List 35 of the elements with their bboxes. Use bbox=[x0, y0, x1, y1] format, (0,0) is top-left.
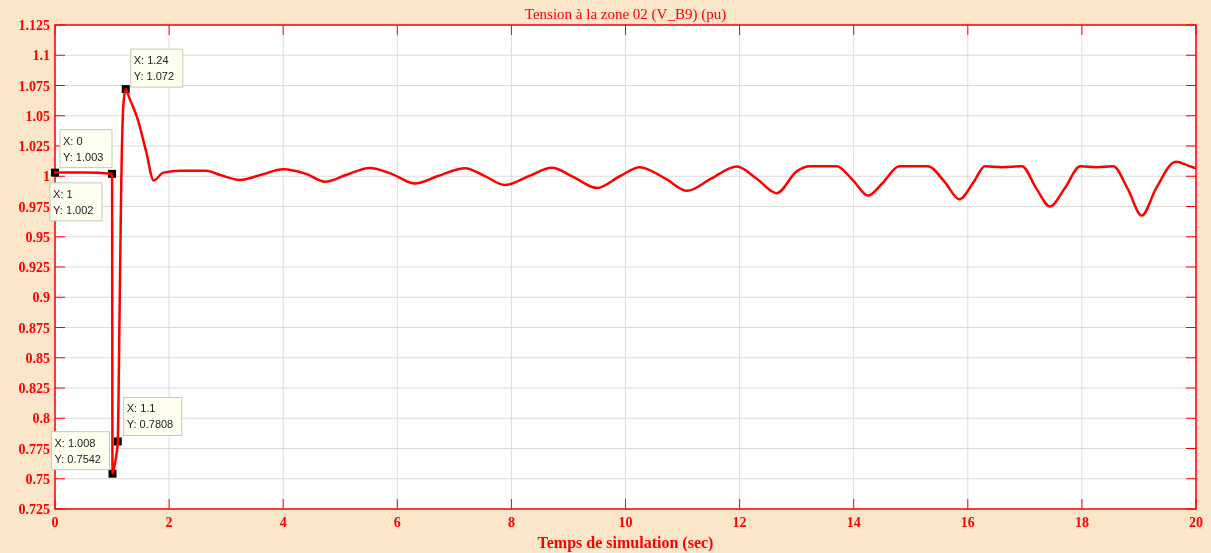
y-tick-label: 0.8 bbox=[32, 411, 50, 427]
annotation: X: 1.1 Y: 0.7808 bbox=[126, 402, 174, 431]
y-tick-label: 0.875 bbox=[18, 320, 50, 336]
x-tick-label: 8 bbox=[507, 515, 515, 530]
y-tick-label: 0.95 bbox=[25, 229, 50, 245]
y-tick-label: 0.725 bbox=[18, 502, 50, 517]
x-tick-label: 6 bbox=[393, 515, 401, 530]
annotation: X: 1 Y: 1.002 bbox=[53, 187, 94, 216]
x-tick-label: 2 bbox=[165, 515, 173, 530]
y-tick-label: 1.1 bbox=[32, 48, 50, 64]
x-tick-label: 16 bbox=[960, 515, 975, 530]
y-tick-label: 0.75 bbox=[25, 471, 50, 487]
annotation: X: 0 Y: 1.003 bbox=[63, 134, 104, 163]
x-tick-label: 0 bbox=[51, 515, 59, 530]
y-tick-label: 0.85 bbox=[25, 350, 50, 366]
x-tick-label: 18 bbox=[1074, 515, 1089, 530]
y-tick-label: 0.925 bbox=[18, 260, 50, 275]
annotation: X: 1.008 Y: 0.7542 bbox=[54, 436, 102, 465]
y-tick-label: 0.825 bbox=[18, 381, 50, 396]
y-tick-label: 1.025 bbox=[18, 139, 50, 154]
y-tick-label: 0.775 bbox=[18, 441, 50, 457]
y-tick-label: 0.9 bbox=[32, 290, 50, 306]
x-tick-label: 20 bbox=[1189, 515, 1203, 530]
x-tick-label: 4 bbox=[279, 515, 287, 530]
y-tick-label: 0.975 bbox=[18, 199, 50, 215]
y-tick-label: 1.05 bbox=[25, 108, 50, 124]
y-tick-label: 1.075 bbox=[18, 78, 50, 94]
chart-title: Tension à la zone 02 (V_B9) (pu) bbox=[524, 6, 727, 23]
x-axis-title: Temps de simulation (sec) bbox=[537, 534, 714, 552]
annotation: X: 1.24 Y: 1.072 bbox=[133, 54, 175, 83]
y-tick-label: 1.125 bbox=[18, 18, 50, 33]
x-tick-label: 12 bbox=[732, 515, 747, 530]
x-tick-label: 14 bbox=[846, 515, 861, 530]
y-tick-label: 1 bbox=[43, 169, 50, 185]
x-tick-label: 10 bbox=[618, 515, 633, 530]
